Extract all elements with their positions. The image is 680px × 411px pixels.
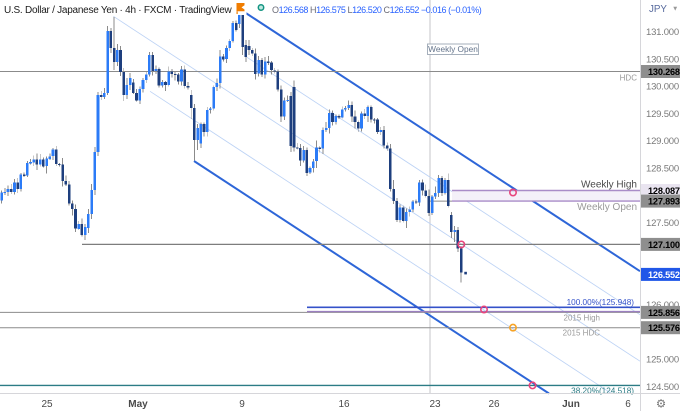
- svg-text:23: 23: [429, 399, 441, 410]
- svg-text:2015 HDC: 2015 HDC: [563, 329, 601, 338]
- svg-text:26: 26: [488, 399, 500, 410]
- svg-text:131.000: 131.000: [646, 27, 679, 38]
- svg-text:16: 16: [338, 399, 350, 410]
- svg-text:U.S. Dollar / Japanese Yen · 4: U.S. Dollar / Japanese Yen · 4h · FXCM ·…: [4, 5, 233, 16]
- svg-text:130.000: 130.000: [646, 82, 679, 93]
- svg-text:127.100: 127.100: [648, 240, 680, 250]
- svg-text:Weekly High: Weekly High: [581, 180, 637, 191]
- svg-text:6: 6: [625, 399, 631, 410]
- svg-text:9: 9: [239, 399, 245, 410]
- svg-text:JPY: JPY: [649, 4, 667, 15]
- svg-text:Weekly Open: Weekly Open: [577, 202, 637, 213]
- svg-text:125.000: 125.000: [646, 355, 679, 366]
- svg-text:100.00%(125.948): 100.00%(125.948): [567, 298, 635, 307]
- svg-text:124.500: 124.500: [646, 382, 679, 393]
- svg-text:May: May: [128, 399, 148, 410]
- svg-text:126.552: 126.552: [648, 270, 680, 280]
- svg-text:127.893: 127.893: [648, 197, 680, 207]
- svg-text:38.20%(124.518): 38.20%(124.518): [571, 386, 634, 395]
- svg-text:⚙: ⚙: [656, 399, 666, 411]
- svg-text:126.000: 126.000: [646, 300, 679, 311]
- svg-text:25: 25: [41, 399, 53, 410]
- svg-text:129.500: 129.500: [646, 109, 679, 120]
- svg-text:128.087: 128.087: [648, 186, 680, 196]
- svg-text:Weekly Open: Weekly Open: [428, 44, 478, 54]
- svg-text:O126.568 H126.575 L126.520 C12: O126.568 H126.575 L126.520 C126.552 −0.0…: [272, 5, 482, 15]
- svg-text:129.000: 129.000: [646, 136, 679, 147]
- svg-text:Jun: Jun: [562, 399, 580, 410]
- svg-text:130.268: 130.268: [648, 67, 680, 77]
- svg-text:HDC: HDC: [620, 74, 638, 83]
- svg-text:125.576: 125.576: [648, 323, 680, 333]
- svg-text:2015 High: 2015 High: [564, 313, 600, 322]
- svg-text:125.856: 125.856: [648, 308, 680, 318]
- svg-text:128.500: 128.500: [646, 164, 679, 175]
- svg-text:127.500: 127.500: [646, 218, 679, 229]
- svg-text:130.500: 130.500: [646, 54, 679, 65]
- svg-text:▼: ▼: [672, 6, 678, 13]
